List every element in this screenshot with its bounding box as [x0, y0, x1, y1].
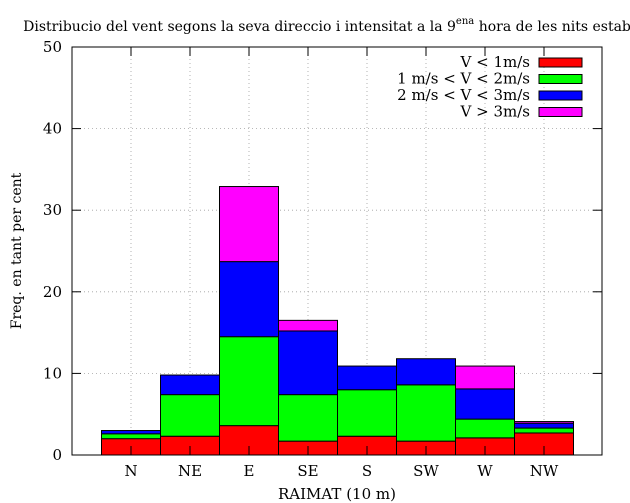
- bar-e-v-3m-s: [219, 186, 279, 263]
- bar-nw-1-m-s-v-2m-s: [514, 427, 574, 434]
- x-tick-label-sw: SW: [413, 462, 439, 480]
- bar-n-2-m-s-v-3m-s: [101, 430, 161, 435]
- legend-label: V < 1m/s: [460, 53, 530, 71]
- bar-w-1-m-s-v-2m-s: [455, 418, 515, 439]
- bar-n-1-m-s-v-2m-s: [101, 433, 161, 440]
- x-tick-label-nw: NW: [530, 462, 559, 480]
- y-tick-label: 20: [43, 283, 62, 301]
- plot-frame: [71, 46, 603, 456]
- bar-s-2-m-s-v-3m-s: [337, 365, 397, 391]
- y-axis-label: Freq. en tant per cent: [9, 172, 25, 329]
- legend-swatch: [538, 74, 583, 84]
- bar-w-v-3m-s: [455, 365, 515, 390]
- bar-nw-v-3m-s: [514, 421, 574, 424]
- x-tick-label-s: S: [362, 462, 372, 480]
- y-tick-label: 30: [43, 201, 62, 219]
- y-tick-label: 50: [43, 38, 62, 56]
- bar-e-1-m-s-v-2m-s: [219, 336, 279, 427]
- bar-ne-2-m-s-v-3m-s: [160, 374, 220, 396]
- chart-title: Distribucio del vent segons la seva dire…: [23, 16, 630, 35]
- chart-title-tail: hora de les nits estables: [474, 19, 630, 35]
- bar-nw-2-m-s-v-3m-s: [514, 422, 574, 429]
- y-tick-label: 0: [52, 446, 62, 464]
- x-tick-label-ne: NE: [178, 462, 202, 480]
- legend-label: V > 3m/s: [460, 103, 530, 121]
- legend-swatch: [538, 107, 583, 117]
- x-axis-label: RAIMAT (10 m): [278, 485, 396, 503]
- bar-ne-1-m-s-v-2m-s: [160, 394, 220, 437]
- y-tick-label: 10: [43, 364, 62, 382]
- chart-title-main: Distribucio del vent segons la seva dire…: [23, 19, 456, 35]
- bar-se-v-3m-s: [278, 319, 338, 332]
- bar-w-2-m-s-v-3m-s: [455, 388, 515, 420]
- axis-ticks: [72, 46, 602, 456]
- x-tick-label-w: W: [477, 462, 493, 480]
- bar-s-1-m-s-v-2m-s: [337, 389, 397, 437]
- bar-sw-1-m-s-v-2m-s: [396, 384, 456, 442]
- bar-se-1-m-s-v-2m-s: [278, 394, 338, 442]
- legend-label: 1 m/s < V < 2m/s: [397, 70, 530, 88]
- y-tick-label: 40: [43, 120, 62, 138]
- legend: V < 1m/s1 m/s < V < 2m/s2 m/s < V < 3m/s…: [397, 53, 583, 121]
- chart-title-superscript: ena: [456, 16, 474, 27]
- y-tick-labels: 0 10 20 30 40 50: [43, 38, 62, 464]
- bar-se-2-m-s-v-3m-s: [278, 330, 338, 396]
- x-tick-label-n: N: [124, 462, 137, 480]
- x-tick-label-e: E: [244, 462, 255, 480]
- bars: [101, 186, 574, 456]
- x-tick-label-se: SE: [297, 462, 318, 480]
- bar-e-2-m-s-v-3m-s: [219, 261, 279, 338]
- legend-swatch: [538, 57, 583, 68]
- legend-swatch: [538, 90, 583, 101]
- x-tick-labels: N NE E SE S SW W NW: [124, 462, 558, 480]
- legend-label: 2 m/s < V < 3m/s: [397, 86, 530, 104]
- bar-sw-2-m-s-v-3m-s: [396, 358, 456, 386]
